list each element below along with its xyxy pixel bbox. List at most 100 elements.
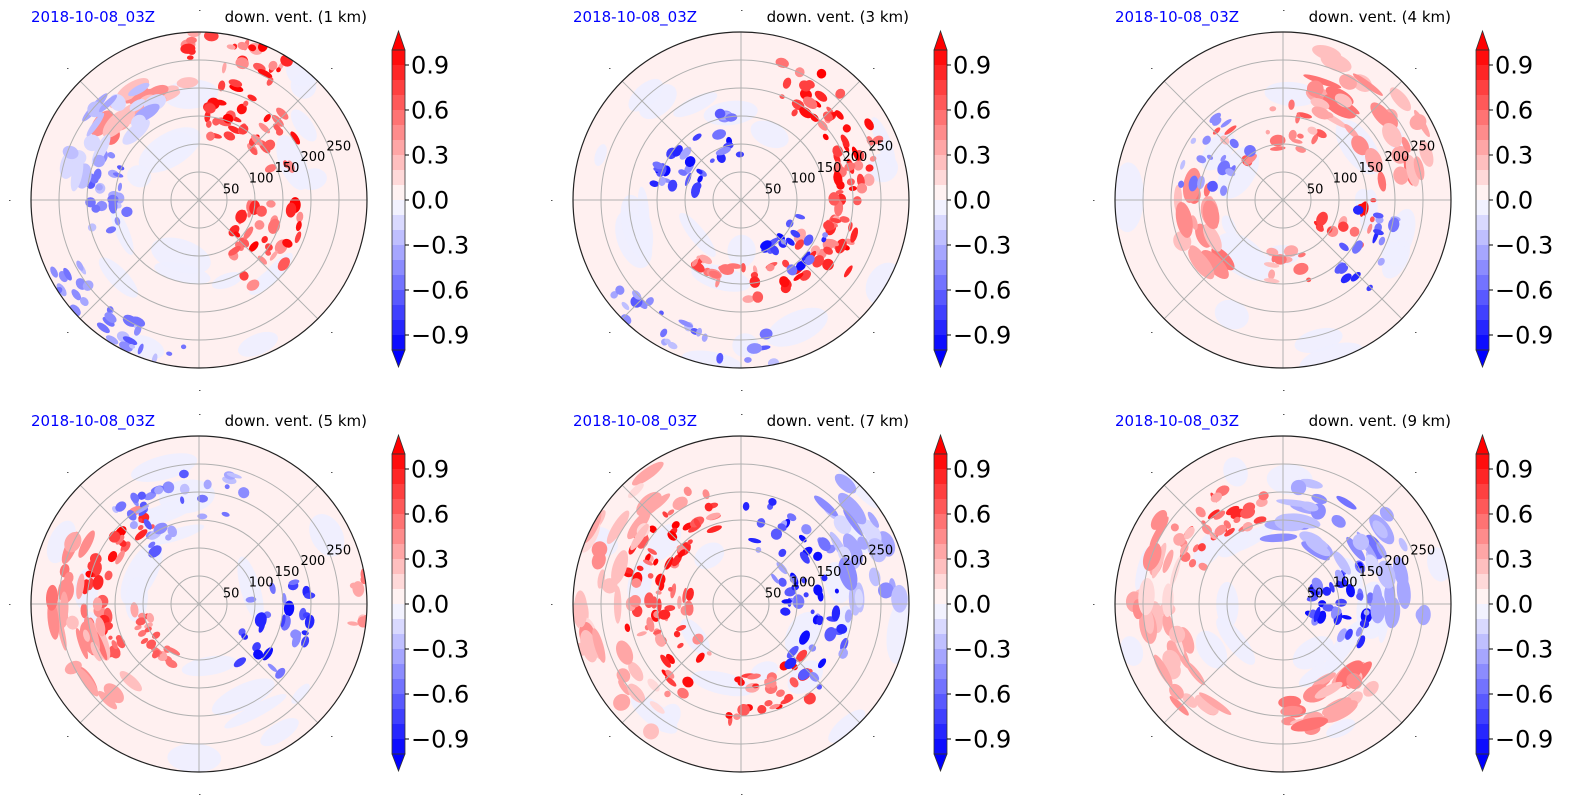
angular-tick-mark xyxy=(1151,472,1153,473)
field-cell xyxy=(842,533,864,565)
field-cell xyxy=(664,338,671,345)
field-cell xyxy=(838,557,858,591)
angular-tick-mark xyxy=(741,10,743,11)
angular-tick-mark xyxy=(873,736,875,737)
field-cell xyxy=(799,106,813,119)
field-cell xyxy=(785,219,794,228)
field-cell xyxy=(1201,524,1213,535)
field-cell xyxy=(130,492,140,504)
angular-tick-mark xyxy=(1415,736,1417,737)
angular-tick-mark xyxy=(741,794,743,795)
field-cell xyxy=(667,341,678,350)
field-blob xyxy=(750,120,789,149)
field-cell xyxy=(1315,129,1327,139)
field-cell xyxy=(789,575,798,584)
field-cell xyxy=(618,679,630,696)
field-cell xyxy=(1356,592,1364,601)
field-cell xyxy=(591,551,606,570)
angular-gridline xyxy=(198,199,319,320)
field-cell xyxy=(791,109,798,117)
field-cell xyxy=(757,704,767,714)
colorbar-level xyxy=(934,559,947,575)
field-cell xyxy=(1378,236,1386,246)
field-cell xyxy=(115,635,122,641)
field-cell xyxy=(632,290,642,300)
field-cell xyxy=(801,251,811,261)
field-cell xyxy=(1210,492,1223,503)
angular-gridline xyxy=(740,484,861,605)
colorbar-level xyxy=(934,95,947,111)
field-cell xyxy=(226,44,236,50)
field-cell xyxy=(764,700,773,707)
field-cell xyxy=(801,577,808,584)
field-cell xyxy=(574,590,588,628)
colorbar-level xyxy=(1476,529,1489,545)
field-cell xyxy=(252,642,261,652)
colorbar-level xyxy=(392,604,405,620)
field-cell xyxy=(1290,479,1307,496)
colorbar-level xyxy=(1476,679,1489,695)
polar-panel-6: 2018-10-08_03Z down. vent. (9 km) 50 100 150… xyxy=(1084,404,1583,804)
radial-tick-label: 100 xyxy=(249,576,274,591)
field-cell xyxy=(251,134,263,146)
colorbar-level xyxy=(392,290,405,306)
angular-tick-mark xyxy=(551,200,553,201)
colorbar: 0.9 0.6 0.3 0.0 −0.3 −0.6 −0.9 xyxy=(391,29,469,369)
field-cell xyxy=(196,494,208,503)
angular-gridline xyxy=(198,603,319,724)
field-cell xyxy=(1190,137,1197,144)
field-cell xyxy=(687,539,693,545)
field-cell xyxy=(108,635,113,640)
field-cell xyxy=(821,236,827,243)
colorbar-level xyxy=(934,709,947,725)
angular-tick-mark xyxy=(1415,472,1417,473)
field-cell xyxy=(261,236,268,244)
field-cell xyxy=(776,561,788,575)
field-cell xyxy=(789,677,799,688)
field-cell xyxy=(803,96,818,109)
angular-gridline xyxy=(1163,80,1284,201)
field-cell xyxy=(1280,705,1303,717)
polar-panel-1: 2018-10-08_03Z down. vent. (1 km) 50 100 150… xyxy=(0,0,520,400)
field-cell xyxy=(840,134,850,148)
radial-tick-label: 150 xyxy=(1359,565,1384,580)
field-cell xyxy=(243,100,249,107)
colorbar-extend-max xyxy=(1475,433,1490,455)
colorbar-level xyxy=(392,200,405,216)
radial-tick-label: 200 xyxy=(842,150,867,165)
angular-gridline xyxy=(1163,199,1284,320)
field-cell xyxy=(71,289,82,301)
field-cell xyxy=(1352,205,1364,215)
field-cell xyxy=(678,549,686,558)
field-cell xyxy=(1382,122,1403,148)
colorbar-tick-label: 0.0 xyxy=(953,187,991,215)
field-cell xyxy=(95,616,106,637)
colorbar-extend-min xyxy=(1475,753,1490,773)
field-cell xyxy=(1195,506,1206,518)
field-cell xyxy=(1335,660,1364,688)
colorbar-level xyxy=(934,245,947,261)
field-cell xyxy=(294,231,302,244)
field-cell xyxy=(733,713,741,720)
panel-title-time: 2018-10-08_03Z xyxy=(573,8,698,26)
colorbar-extend-min xyxy=(1475,349,1490,369)
field-cell xyxy=(658,609,671,620)
field-cell xyxy=(1202,135,1211,145)
field-cell xyxy=(286,160,295,173)
field-cell xyxy=(616,668,631,683)
field-cell xyxy=(679,146,692,160)
colorbar-level xyxy=(934,80,947,96)
angular-tick-mark xyxy=(609,736,611,737)
colorbar-level xyxy=(934,50,947,66)
field-blob xyxy=(211,678,275,716)
field-cell xyxy=(144,491,157,501)
field-cell xyxy=(684,172,692,186)
field-cell xyxy=(835,190,844,195)
field-cell xyxy=(697,175,703,183)
field-cell xyxy=(165,659,178,668)
field-cell xyxy=(799,270,811,281)
field-cell xyxy=(653,629,662,635)
field-cell xyxy=(823,220,835,231)
field-cell xyxy=(851,146,860,162)
